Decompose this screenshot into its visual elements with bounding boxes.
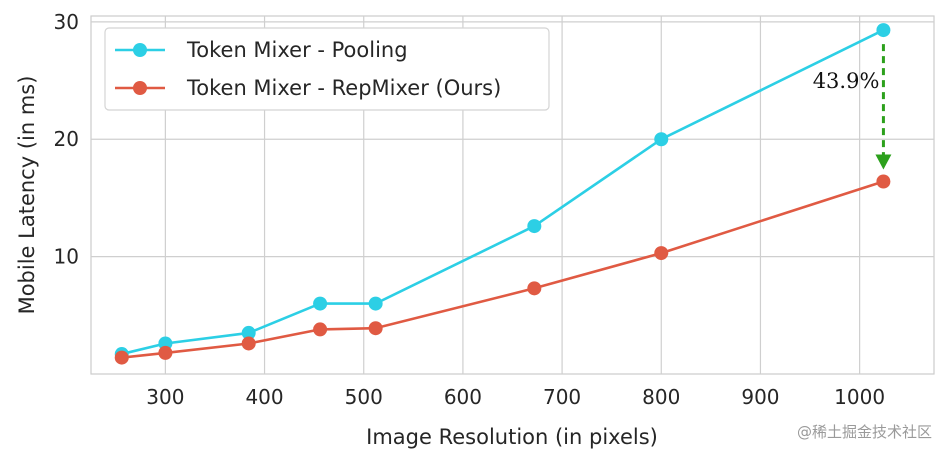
data-point bbox=[114, 350, 129, 365]
x-tick-label: 1000 bbox=[834, 385, 885, 409]
data-point bbox=[313, 322, 328, 337]
data-point bbox=[527, 281, 542, 296]
data-point bbox=[158, 345, 173, 360]
series-line bbox=[121, 180, 884, 359]
legend-box bbox=[104, 27, 550, 111]
y-tick-label: 10 bbox=[54, 245, 79, 269]
y-axis-label: Mobile Latency (in ms) bbox=[15, 76, 39, 315]
series bbox=[114, 23, 891, 365]
data-point bbox=[876, 23, 891, 38]
legend: Token Mixer - Pooling Token Mixer - RepM… bbox=[104, 27, 550, 111]
data-point bbox=[876, 174, 891, 189]
x-tick-label: 800 bbox=[642, 385, 680, 409]
x-tick-label: 600 bbox=[444, 385, 482, 409]
annotation-label: 43.9% bbox=[813, 69, 880, 93]
data-point bbox=[368, 321, 383, 336]
y-tick-label: 30 bbox=[54, 10, 79, 34]
data-point bbox=[654, 132, 669, 147]
x-tick-label: 700 bbox=[543, 385, 581, 409]
data-point bbox=[527, 219, 542, 234]
series-line bbox=[121, 28, 884, 356]
x-tick-label: 900 bbox=[741, 385, 779, 409]
watermark: @稀土掘金技术社区 bbox=[796, 423, 932, 441]
series-1 bbox=[114, 174, 891, 365]
data-point bbox=[241, 325, 256, 340]
x-axis-label: Image Resolution (in pixels) bbox=[366, 425, 658, 449]
data-point bbox=[313, 296, 328, 311]
x-tick-label: 300 bbox=[146, 385, 184, 409]
y-axis-ticks: 10 20 30 bbox=[54, 10, 79, 269]
legend-marker-pooling bbox=[133, 43, 147, 57]
data-point bbox=[654, 246, 669, 261]
legend-label-repmixer: Token Mixer - RepMixer (Ours) bbox=[186, 76, 501, 100]
x-axis-ticks: 300 400 500 600 700 800 900 1000 bbox=[146, 385, 885, 409]
x-tick-label: 500 bbox=[345, 385, 383, 409]
annotation: 43.9% bbox=[813, 44, 892, 170]
legend-label-pooling: Token Mixer - Pooling bbox=[186, 38, 408, 62]
data-point bbox=[368, 296, 383, 311]
x-tick-label: 400 bbox=[245, 385, 283, 409]
annotation-arrow-head bbox=[875, 154, 892, 170]
data-point bbox=[241, 336, 256, 351]
legend-marker-repmixer bbox=[133, 81, 147, 95]
y-tick-label: 20 bbox=[54, 127, 79, 151]
